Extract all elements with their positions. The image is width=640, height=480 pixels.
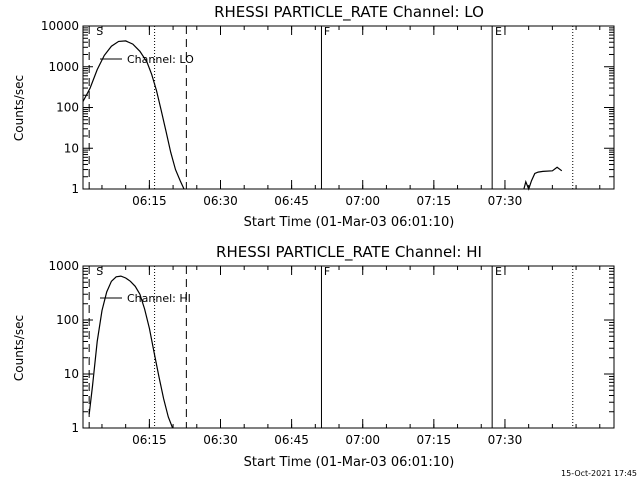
y-axis-label: Counts/sec xyxy=(12,315,26,381)
x-tick-label: 06:30 xyxy=(203,433,238,447)
plot-timestamp: 15-Oct-2021 17:45 xyxy=(561,469,637,478)
x-tick-label: 07:30 xyxy=(488,194,523,208)
x-tick-label: 07:30 xyxy=(488,433,523,447)
x-tick-label: 06:15 xyxy=(132,194,167,208)
x-tick-label: 06:15 xyxy=(132,433,167,447)
chart-hi: RHESSI PARTICLE_RATE Channel: HI Start T… xyxy=(12,243,615,470)
y-tick-label: 1 xyxy=(71,182,79,196)
y-axis-label: Counts/sec xyxy=(12,75,26,141)
x-tick-label: 07:00 xyxy=(345,433,380,447)
plot-frame xyxy=(82,265,615,429)
x-axis-label: Start Time (01-Mar-03 06:01:10) xyxy=(244,455,455,470)
legend-label: Channel: LO xyxy=(127,53,194,66)
data-series xyxy=(82,40,185,190)
x-tick-label: 06:30 xyxy=(203,194,238,208)
marker-label-f: F xyxy=(324,265,330,278)
chart-title: RHESSI PARTICLE_RATE Channel: HI xyxy=(216,243,482,262)
y-tick-label: 10000 xyxy=(41,19,79,33)
x-tick-label: 06:45 xyxy=(274,433,309,447)
y-tick-label: 10 xyxy=(64,367,79,381)
x-tick-label: 06:45 xyxy=(274,194,309,208)
x-tick-label: 07:15 xyxy=(417,194,452,208)
marker-label-e: E xyxy=(495,265,502,278)
y-tick-label: 100 xyxy=(56,313,79,327)
marker-label-f: F xyxy=(324,25,330,38)
legend-label: Channel: HI xyxy=(127,292,191,305)
x-tick-label: 07:15 xyxy=(417,433,452,447)
y-tick-label: 10 xyxy=(64,141,79,155)
data-series xyxy=(88,275,174,429)
chart-lo: RHESSI PARTICLE_RATE Channel: LO Start T… xyxy=(12,3,615,230)
marker-label-s: S xyxy=(96,25,103,38)
y-tick-label: 1000 xyxy=(48,259,79,273)
y-tick-label: 100 xyxy=(56,101,79,115)
y-tick-label: 1000 xyxy=(48,60,79,74)
x-axis-label: Start Time (01-Mar-03 06:01:10) xyxy=(244,215,455,230)
marker-label-e: E xyxy=(495,25,502,38)
chart-title: RHESSI PARTICLE_RATE Channel: LO xyxy=(214,3,484,22)
marker-label-s: S xyxy=(96,265,103,278)
y-tick-label: 1 xyxy=(71,421,79,435)
data-series xyxy=(523,166,563,191)
x-tick-label: 07:00 xyxy=(345,194,380,208)
